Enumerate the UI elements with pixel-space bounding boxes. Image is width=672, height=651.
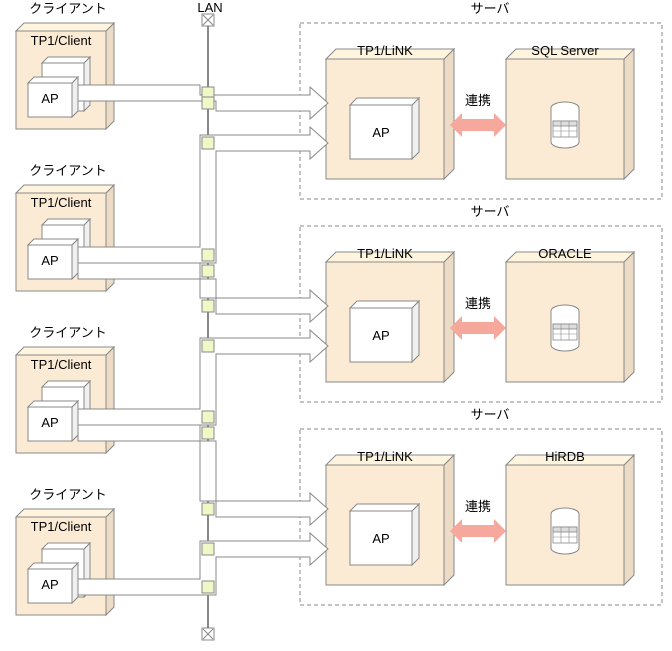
- link-label: 連携: [465, 296, 491, 311]
- lan-hub: [202, 543, 214, 555]
- tp1-client-label: TP1/Client: [31, 33, 92, 48]
- lan-hub: [202, 249, 214, 261]
- db-label: SQL Server: [531, 43, 599, 58]
- ap-label: AP: [372, 531, 389, 546]
- db-label: HiRDB: [545, 449, 585, 464]
- lan-hub: [202, 427, 214, 439]
- link-arrow-icon: [450, 113, 506, 137]
- lan-hub: [202, 300, 214, 312]
- client-label: クライアント: [29, 487, 106, 502]
- client-label: クライアント: [29, 163, 106, 178]
- ap-label: AP: [41, 91, 58, 106]
- tp1-client-label: TP1/Client: [31, 519, 92, 534]
- tp1-link-label: TP1/LiNK: [357, 449, 413, 464]
- lan-hub: [202, 503, 214, 515]
- link-arrow-icon: [450, 519, 506, 543]
- link-label: 連携: [465, 93, 491, 108]
- tp1-client-label: TP1/Client: [31, 195, 92, 210]
- ap-label: AP: [372, 125, 389, 140]
- tp1-link-label: TP1/LiNK: [357, 43, 413, 58]
- link-label: 連携: [465, 499, 491, 514]
- client-label: クライアント: [29, 1, 106, 16]
- ap-label: AP: [372, 328, 389, 343]
- link-arrow-icon: [450, 316, 506, 340]
- client-label: クライアント: [29, 325, 106, 340]
- lan-label: LAN: [197, 0, 222, 15]
- tp1-client-label: TP1/Client: [31, 357, 92, 372]
- lan-hub: [202, 340, 214, 352]
- server-label: サーバ: [471, 407, 510, 422]
- lan-hub: [202, 97, 214, 109]
- ap-label: AP: [41, 577, 58, 592]
- server-label: サーバ: [471, 204, 510, 219]
- server-label: サーバ: [471, 1, 510, 16]
- ap-label: AP: [41, 253, 58, 268]
- lan-hub: [202, 265, 214, 277]
- ap-label: AP: [41, 415, 58, 430]
- tp1-link-label: TP1/LiNK: [357, 246, 413, 261]
- lan-hub: [202, 411, 214, 423]
- lan-hub: [202, 581, 214, 593]
- lan-hub: [202, 137, 214, 149]
- db-label: ORACLE: [538, 246, 592, 261]
